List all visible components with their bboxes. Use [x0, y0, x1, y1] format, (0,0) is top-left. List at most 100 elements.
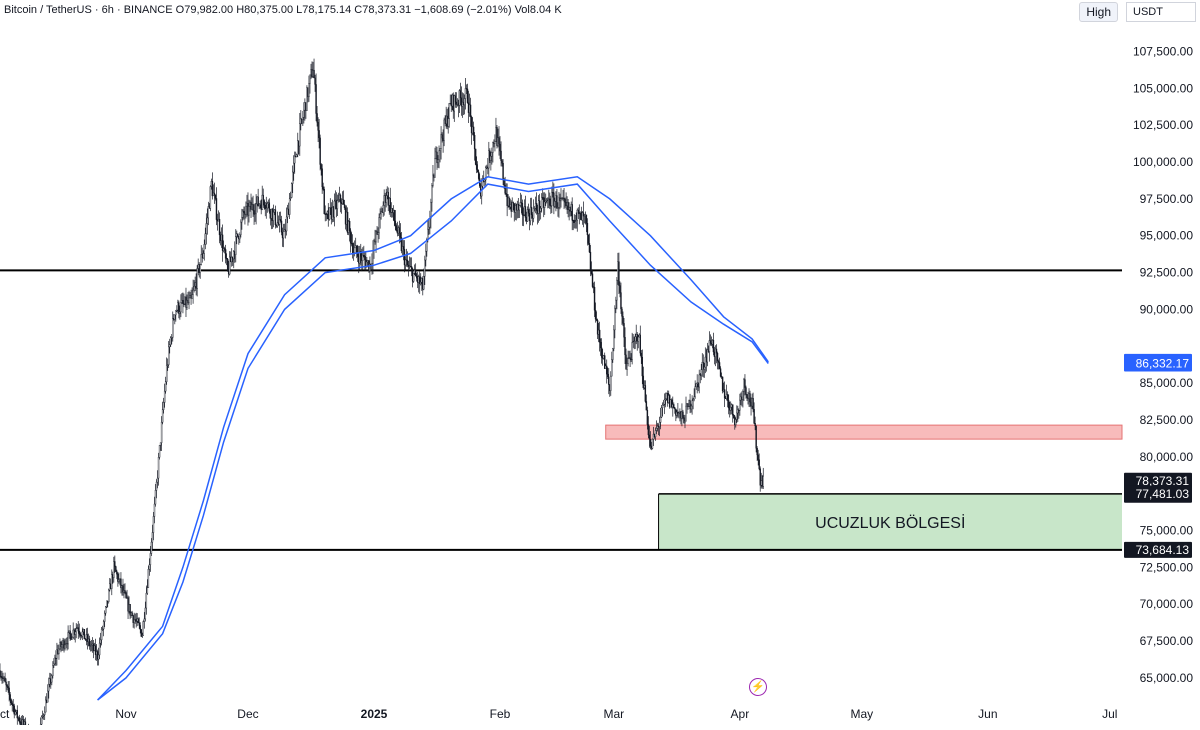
candle-body: [599, 342, 602, 349]
candle-body: [159, 442, 162, 446]
candle-body: [499, 144, 501, 152]
candle-body: [533, 208, 536, 210]
high-button[interactable]: High: [1079, 2, 1118, 22]
candle-body: [576, 209, 578, 221]
candle-body: [58, 648, 60, 654]
candle-body: [18, 717, 21, 722]
candle-body: [175, 310, 177, 316]
candle-body: [692, 399, 694, 401]
candle-body: [138, 622, 140, 626]
candle-body: [453, 95, 455, 112]
candle-body: [623, 323, 625, 338]
candle-body: [585, 214, 588, 224]
candle-body: [261, 194, 263, 210]
candle-body: [285, 216, 288, 232]
candle-body: [600, 347, 603, 358]
candle-body: [78, 630, 80, 634]
low-value: L78,175.14: [296, 4, 352, 16]
candle-body: [749, 393, 751, 403]
candle-body: [567, 202, 569, 210]
y-tick-label: 70,000.00: [1140, 597, 1194, 611]
candle-body: [356, 245, 358, 254]
candle-body: [490, 156, 492, 161]
candle-body: [733, 415, 735, 419]
candle-body: [172, 318, 174, 338]
candle-body: [288, 198, 291, 215]
candle-body: [182, 300, 184, 304]
candle-body: [168, 346, 170, 365]
candle-body: [56, 649, 58, 659]
candle-body: [618, 261, 620, 286]
interval-label[interactable]: 6h: [101, 4, 114, 16]
candle-body: [726, 394, 729, 401]
candle-body: [317, 122, 319, 131]
candle-body: [492, 142, 494, 153]
candle-body: [98, 642, 101, 656]
candle-body: [610, 375, 612, 391]
candle-body: [532, 208, 535, 219]
candle-body: [690, 405, 692, 410]
candle-body: [7, 686, 9, 689]
candle-body: [133, 619, 135, 623]
candle-body: [608, 376, 610, 385]
price-tag-label: 77,481.03: [1136, 487, 1190, 501]
candle-body: [202, 253, 204, 259]
candle-body: [674, 407, 676, 410]
candle-body: [224, 249, 227, 259]
candle-body: [363, 255, 365, 257]
flash-icon[interactable]: ⚡: [749, 678, 767, 696]
candle-body: [673, 404, 675, 409]
candle-body: [428, 226, 430, 230]
candle-body: [264, 204, 266, 209]
candle-body: [588, 243, 591, 253]
unit-selector[interactable]: USDT: [1126, 2, 1196, 22]
price-tag-box: [1124, 485, 1192, 502]
y-tick-label: 100,000.00: [1133, 155, 1193, 169]
candle-body: [225, 258, 228, 260]
candle-body: [53, 663, 55, 666]
symbol-name[interactable]: Bitcoin / TetherUS: [4, 4, 92, 16]
candle-body: [132, 615, 134, 623]
candle-body: [103, 612, 106, 622]
candle-body: [221, 234, 224, 251]
candle-body: [319, 137, 321, 165]
candle-body: [501, 160, 503, 164]
moving-average-line: [97, 183, 769, 701]
candle-body: [682, 411, 684, 418]
candle-body: [0, 670, 1, 677]
candle-body: [120, 578, 122, 589]
candle-body: [114, 561, 116, 567]
price-tag: 86,332.17: [1124, 355, 1192, 372]
candle-body: [328, 207, 330, 220]
candle-body: [744, 379, 746, 388]
candle-body: [69, 630, 71, 635]
close-value: C78,373.31: [354, 4, 412, 16]
candle-body: [211, 181, 214, 197]
candle-body: [727, 400, 730, 409]
candle-body: [633, 340, 635, 343]
candle-body: [321, 168, 323, 187]
candle-body: [637, 336, 639, 342]
candle-body: [719, 368, 722, 377]
candle-body: [410, 266, 413, 270]
candle-body: [43, 714, 45, 716]
candle-body: [476, 169, 479, 173]
candle-body: [90, 644, 93, 646]
candle-body: [359, 251, 361, 264]
candle-body: [656, 425, 659, 429]
candle-body: [74, 631, 76, 635]
candle-body: [255, 203, 257, 215]
candle-body: [625, 354, 627, 370]
candle-body: [207, 206, 210, 219]
candle-body: [420, 282, 422, 285]
candle-body: [5, 681, 7, 686]
candle-body: [214, 194, 217, 199]
candle-body: [549, 198, 551, 206]
candle-body: [303, 109, 305, 118]
candle-body: [336, 200, 339, 209]
candle-body: [308, 83, 310, 98]
candle-body: [439, 148, 441, 152]
candle-body: [644, 385, 647, 402]
